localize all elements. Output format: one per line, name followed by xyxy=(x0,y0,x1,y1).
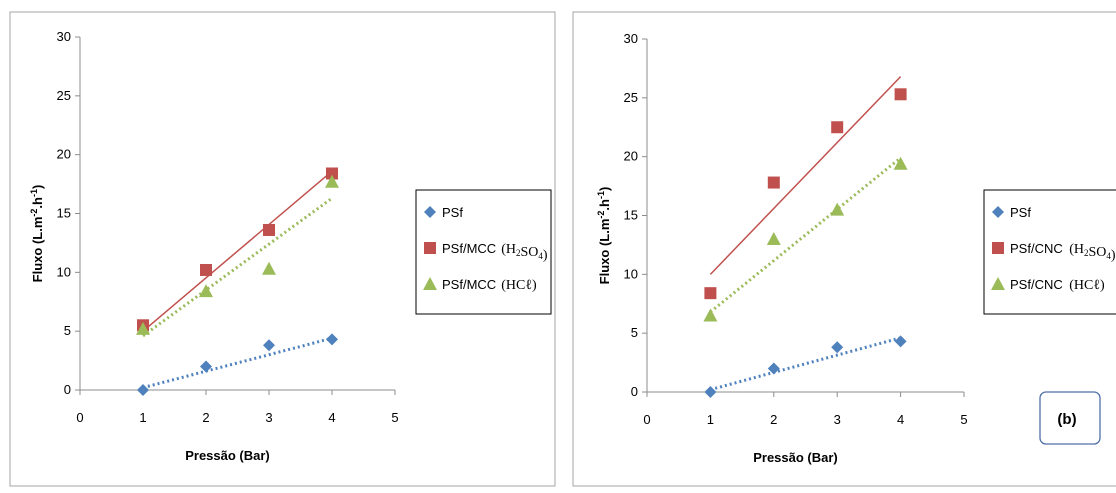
legend-formula-2: (HCℓ) xyxy=(501,278,537,293)
legend-label-0: PSf xyxy=(1010,205,1031,220)
y-tick-label: 0 xyxy=(631,384,638,399)
data-point-2-2 xyxy=(830,202,845,216)
legend-marker-1 xyxy=(992,242,1004,254)
legend-formula-2: (HCℓ) xyxy=(1069,278,1105,293)
legend-label-1: PSf/CNC xyxy=(1010,241,1063,256)
data-point-1-3 xyxy=(894,88,907,101)
x-axis-label: Pressão (Bar) xyxy=(185,448,270,463)
legend-label-0: PSf xyxy=(442,205,463,220)
data-point-1-1 xyxy=(200,263,212,276)
trendline-2 xyxy=(142,196,333,338)
data-point-2-0 xyxy=(136,321,150,335)
data-point-0-2 xyxy=(831,341,844,354)
data-point-2-3 xyxy=(325,174,339,188)
x-tick-label: 1 xyxy=(707,412,714,427)
data-point-2-2 xyxy=(262,261,276,275)
data-point-0-0 xyxy=(704,386,717,398)
x-tick-label: 0 xyxy=(643,412,650,427)
data-point-0-1 xyxy=(200,360,212,373)
legend-formula-1: (H2SO4) xyxy=(1069,242,1116,263)
y-tick-label: 10 xyxy=(624,266,638,281)
data-point-1-1 xyxy=(767,176,780,189)
series-2 xyxy=(136,174,339,338)
data-point-2-3 xyxy=(893,156,908,170)
series-0 xyxy=(704,335,907,398)
legend-marker-0 xyxy=(992,206,1004,218)
data-point-0-1 xyxy=(767,362,780,375)
x-tick-label: 5 xyxy=(960,412,967,427)
data-point-1-2 xyxy=(831,121,844,134)
panel-b-label: (b) xyxy=(1057,411,1076,428)
data-point-1-0 xyxy=(704,287,717,300)
y-tick-label: 30 xyxy=(624,31,638,46)
trendline-1 xyxy=(709,76,902,275)
data-point-0-0 xyxy=(137,384,149,396)
y-tick-label: 5 xyxy=(64,323,71,338)
legend-label-2: PSf/MCC xyxy=(442,277,496,292)
x-tick-label: 4 xyxy=(897,412,904,427)
legend-marker-2 xyxy=(991,277,1005,290)
legend-b-box xyxy=(983,189,1116,315)
series-1 xyxy=(704,76,907,300)
series-2 xyxy=(703,156,908,322)
legend-marker-0 xyxy=(424,206,436,218)
legend-label-2: PSf/CNC xyxy=(1010,277,1063,292)
y-tick-label: 25 xyxy=(57,88,71,103)
data-point-1-2 xyxy=(263,223,275,236)
panel-b-label-box xyxy=(1039,391,1101,445)
panel-a-plot: 0 5 10 15 20 25 30 0 1 2 3 4 5 Pressão (Bar) Fluxo (L.… xyxy=(29,29,548,463)
legend-label-1: PSf/MCC xyxy=(442,241,496,256)
y-tick-label: 15 xyxy=(57,206,71,221)
y-tick-label: 5 xyxy=(631,325,638,340)
data-point-2-0 xyxy=(703,308,718,322)
y-tick-label: 20 xyxy=(624,149,638,164)
y-axis-label: Fluxo (L.m-2.h-1) xyxy=(596,187,612,285)
data-point-1-3 xyxy=(326,167,338,180)
x-tick-label: 4 xyxy=(328,410,335,425)
y-tick-label: 15 xyxy=(624,208,638,223)
data-point-0-3 xyxy=(894,335,907,348)
y-tick-label: 20 xyxy=(57,147,71,162)
trendline-1 xyxy=(142,170,333,332)
x-tick-label: 1 xyxy=(139,410,146,425)
x-tick-label: 3 xyxy=(265,410,272,425)
y-tick-label: 10 xyxy=(57,264,71,279)
x-tick-label: 5 xyxy=(391,410,398,425)
data-point-2-1 xyxy=(199,284,213,298)
data-point-0-3 xyxy=(326,333,338,346)
x-tick-label: 0 xyxy=(76,410,83,425)
legend-marker-2 xyxy=(423,277,437,290)
y-tick-label: 30 xyxy=(57,29,71,44)
data-point-2-1 xyxy=(766,232,781,246)
panel-b-plot: 0 5 10 15 20 25 30 0 1 2 3 4 5 Pressão (Bar) Fluxo (L.… xyxy=(596,31,1116,465)
legend-a-box xyxy=(415,189,552,315)
x-tick-label: 2 xyxy=(770,412,777,427)
x-tick-label: 3 xyxy=(834,412,841,427)
legend-marker-1 xyxy=(424,242,436,254)
series-1 xyxy=(137,167,338,332)
x-tick-label: 2 xyxy=(202,410,209,425)
y-tick-label: 25 xyxy=(624,90,638,105)
y-tick-label: 0 xyxy=(64,382,71,397)
trendline-2 xyxy=(709,156,902,314)
series-0 xyxy=(137,333,338,396)
x-axis-label: Pressão (Bar) xyxy=(753,450,838,465)
data-point-0-2 xyxy=(263,339,275,352)
y-axis-label: Fluxo (L.m-2.h-1) xyxy=(29,185,45,283)
legend-formula-1: (H2SO4) xyxy=(501,242,548,263)
